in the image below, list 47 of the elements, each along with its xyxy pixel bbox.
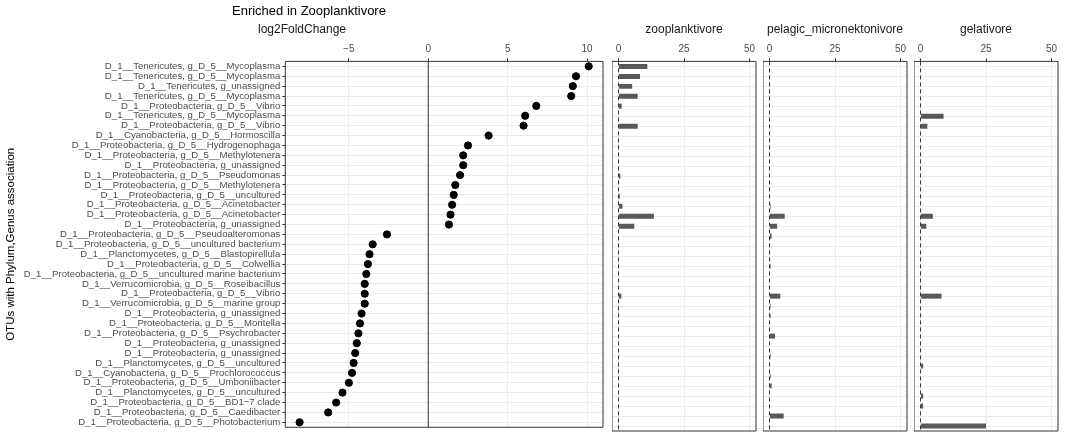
y-tick-label: D_1__Planctomycetes, g_D_5__uncultured bbox=[95, 386, 281, 398]
x-tick-label: 0 bbox=[917, 43, 924, 55]
x-tick-label: 0 bbox=[766, 43, 773, 55]
chart-title: pelagic_micronektonivore bbox=[766, 21, 904, 36]
y-tick-label: D_1__Proteobacteria, g_D_5__uncultured bbox=[100, 188, 281, 200]
x-tick-label: 5 bbox=[504, 43, 511, 55]
y-tick-label: D_1__Proteobacteria, g_unassigned bbox=[124, 336, 281, 348]
x-tick-label: 25 bbox=[678, 43, 690, 55]
x-tick-label: −5 bbox=[343, 43, 355, 55]
y-tick-label: D_1__Proteobacteria, g_D_5__Acinetobacter bbox=[86, 208, 282, 220]
y-tick-label: D_1__Proteobacteria, g_D_5__Pseudoalteromonas bbox=[60, 228, 281, 240]
y-tick-label: D_1__Proteobacteria, g_D_5__Hydrogenophaga bbox=[71, 139, 281, 151]
y-tick-label: D_1__Proteobacteria, g_D_5__Caedibacter bbox=[93, 406, 282, 418]
y-tick-label: D_1__Proteobacteria, g_D_5__Moritella bbox=[109, 317, 281, 329]
x-tick-label: 50 bbox=[1045, 43, 1058, 55]
y-tick-label: D_1__Tenericutes, g_D_5__Mycoplasma bbox=[104, 89, 281, 101]
x-tick-label: 50 bbox=[743, 43, 756, 55]
y-tick-label: D_1__Proteobacteria, g_D_5__BD1−7 clade bbox=[90, 396, 281, 408]
y-tick-label: D_1__Verrucomicrobia, g_D_5__Roseibacillus bbox=[81, 277, 281, 289]
x-tick-label: 10 bbox=[581, 43, 594, 55]
chart-title: zooplanktivore bbox=[645, 21, 724, 36]
y-tick-label: D_1__Tenericutes, g_D_5__Mycoplasma bbox=[104, 109, 281, 121]
y-tick-label: D_1__Verrucomicrobia, g_D_5__marine group bbox=[81, 297, 281, 309]
y-tick-label: D_1__Proteobacteria, g_D_5__Acinetobacter bbox=[86, 198, 282, 210]
y-tick-label: D_1__Planctomycetes, g_D_5__uncultured bbox=[95, 356, 281, 368]
y-tick-label: D_1__Planctomycetes, g_D_5__Blastopirellula bbox=[80, 247, 281, 259]
y-tick-label: D_1__Cyanobacteria, g_D_5__Prochlorococcus bbox=[74, 366, 281, 378]
chart-title: gelativore bbox=[959, 21, 1013, 36]
x-tick-label: 50 bbox=[894, 43, 907, 55]
x-tick-label: 25 bbox=[829, 43, 841, 55]
y-tick-label: D_1__Proteobacteria, g_unassigned bbox=[124, 346, 281, 358]
x-tick-label: 25 bbox=[980, 43, 992, 55]
x-tick-label: 0 bbox=[425, 43, 432, 55]
y-tick-label: D_1__Proteobacteria, g_D_5__Vibrio bbox=[121, 99, 281, 111]
x-tick-label: 0 bbox=[615, 43, 622, 55]
y-tick-label: D_1__Proteobacteria, g_D_5__Vibrio bbox=[121, 287, 281, 299]
chart-title: Enriched in Zooplanktivore bbox=[232, 3, 386, 18]
y-tick-label: D_1__Proteobacteria, g_D_5__Vibrio bbox=[121, 119, 281, 131]
y-tick-label: D_1__Tenericutes, g_D_5__Mycoplasma bbox=[104, 60, 281, 71]
y-tick-label: D_1__Proteobacteria, g_D_5__Methylotenera bbox=[84, 178, 281, 190]
chart-subtitle: log2FoldChange bbox=[257, 21, 347, 36]
y-tick-label: D_1__Proteobacteria, g_D_5__Pseudomonas bbox=[84, 168, 281, 180]
y-axis-title: OTUs with Phylum,Genus association bbox=[4, 147, 17, 341]
y-tick-label: D_1__Cyanobacteria, g_D_5__Hormoscilla bbox=[95, 129, 281, 141]
y-tick-label: D_1__Proteobacteria, g_unassigned bbox=[124, 218, 281, 230]
y-tick-label: D_1__Proteobacteria, g_D_5__uncultured marine bacterium bbox=[23, 267, 281, 279]
y-tick-label: D_1__Proteobacteria, g_unassigned bbox=[124, 307, 281, 319]
